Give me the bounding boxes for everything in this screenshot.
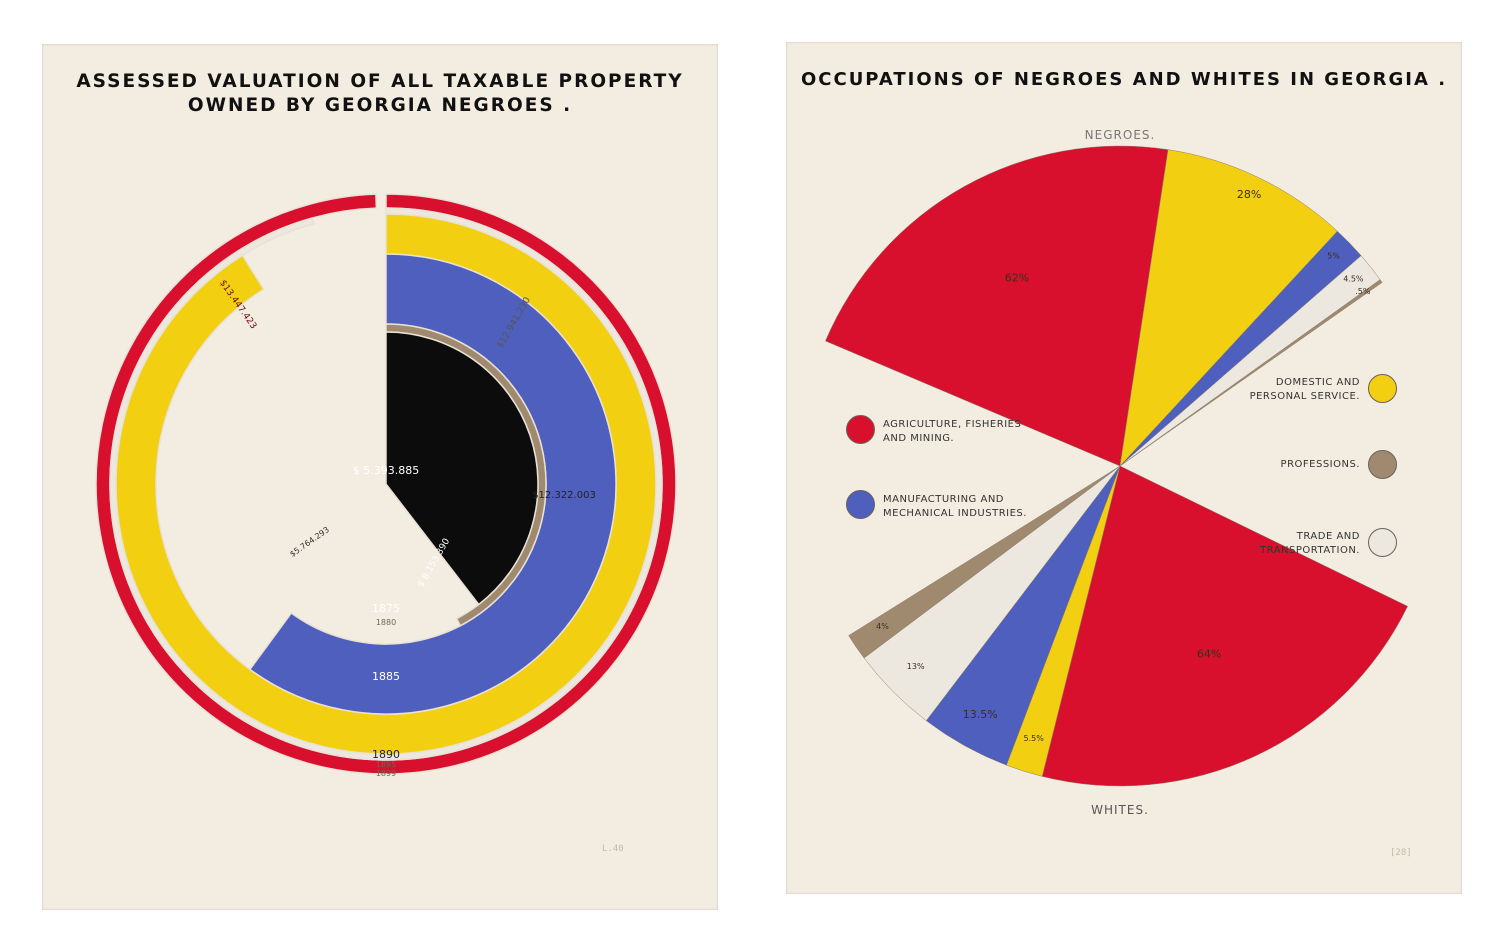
year-label-1899: 1899	[376, 769, 396, 778]
slice-whites-professions	[848, 465, 1121, 659]
left-sheet: ASSESSED VALUATION OF ALL TAXABLE PROPER…	[42, 44, 718, 910]
right-sheet: OCCUPATIONS OF NEGROES AND WHITES IN GEO…	[786, 42, 1462, 894]
legend-label-professions: PROFESSIONS.	[1280, 459, 1360, 470]
legend-label-trade: TRADE AND TRANSPORTATION.	[1260, 531, 1360, 556]
year-label-1880: 1880	[376, 618, 396, 627]
slice-negroes-domestic	[1119, 149, 1338, 467]
legend-swatch-agriculture	[846, 415, 875, 444]
slice-label-negroes-domestic: 28%	[1237, 188, 1261, 201]
slice-label-whites-manufacturing: 13.5%	[963, 708, 998, 721]
left-title-line-1: ASSESSED VALUATION OF ALL TAXABLE PROPER…	[76, 71, 684, 92]
left-page-mark: L.40	[602, 844, 624, 854]
legend-swatch-domestic	[1368, 374, 1397, 403]
slice-label-negroes-trade: 4.5%	[1343, 274, 1364, 283]
slice-label-negroes-agriculture: 62%	[1005, 272, 1029, 285]
year-label-1890: 1890	[372, 748, 400, 761]
right-page-mark: [28]	[1390, 848, 1412, 858]
occupations-pie-chart: 62% 28% 5% 4.5% .5% 64% 5.5% 13.5% 13% 4% NEGROES.…	[825, 128, 1408, 817]
year-label-1885: 1885	[372, 670, 400, 683]
legend-swatch-professions	[1368, 450, 1397, 479]
legend-label-domestic: DOMESTIC AND PERSONAL SERVICE.	[1249, 377, 1360, 402]
slice-label-negroes-manufacturing: 5%	[1327, 252, 1340, 261]
year-label-1895: 1895	[376, 760, 396, 769]
slice-negroes-agriculture	[825, 145, 1169, 467]
right-chart-title: OCCUPATIONS OF NEGROES AND WHITES IN GEO…	[800, 69, 1448, 90]
slice-label-negroes-professions: .5%	[1355, 287, 1371, 296]
group-label-negroes: NEGROES.	[1085, 128, 1156, 142]
left-chart-title: ASSESSED VALUATION OF ALL TAXABLE PROPER…	[42, 70, 718, 118]
slice-label-whites-agriculture: 64%	[1197, 647, 1221, 660]
legend-swatch-manufacturing	[846, 490, 875, 519]
left-title-line-2: OWNED BY GEORGIA NEGROES .	[187, 95, 573, 116]
slice-label-whites-trade: 13%	[907, 662, 925, 671]
slice-negroes-professions	[1119, 279, 1383, 467]
ring-1875	[385, 331, 539, 606]
value-label-1890: $12.322.003	[532, 490, 596, 501]
legend-swatch-trade	[1368, 528, 1397, 557]
slice-label-whites-professions: 4%	[876, 622, 889, 631]
year-label-1875: 1875	[372, 602, 400, 615]
slice-label-whites-domestic: 5.5%	[1024, 734, 1045, 743]
legend-label-agriculture: AGRICULTURE, FISHERIES AND MINING.	[883, 419, 1022, 444]
value-label-1875: $ 5.393.885	[353, 464, 419, 477]
legend-label-manufacturing: MANUFACTURING AND MECHANICAL INDUSTRIES.	[883, 494, 1027, 519]
slice-whites-agriculture	[1041, 465, 1408, 787]
group-label-whites: WHITES.	[1091, 803, 1149, 817]
